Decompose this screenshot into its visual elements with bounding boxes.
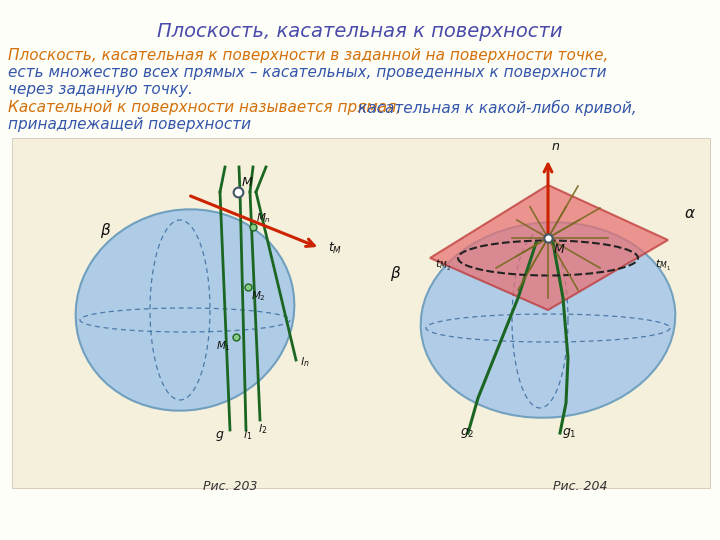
Text: $t_{M_2}$: $t_{M_2}$ bbox=[435, 258, 451, 273]
Text: $l_1$: $l_1$ bbox=[243, 428, 252, 442]
Text: касательная к какой-либо кривой,: касательная к какой-либо кривой, bbox=[358, 100, 636, 116]
Text: $M_1$: $M_1$ bbox=[216, 339, 231, 353]
Text: есть множество всех прямых – касательных, проведенных к поверхности: есть множество всех прямых – касательных… bbox=[8, 65, 606, 80]
Ellipse shape bbox=[76, 210, 294, 411]
Text: Рис. 204: Рис. 204 bbox=[553, 480, 607, 493]
Polygon shape bbox=[430, 185, 668, 310]
Text: $l_2$: $l_2$ bbox=[258, 422, 267, 436]
Text: β: β bbox=[100, 223, 109, 238]
Text: n: n bbox=[552, 140, 560, 153]
Text: g: g bbox=[216, 428, 224, 441]
Text: Касательной к поверхности называется прямая,: Касательной к поверхности называется пря… bbox=[8, 100, 401, 115]
Text: α: α bbox=[685, 206, 695, 221]
Ellipse shape bbox=[420, 222, 675, 418]
Text: $l_n$: $l_n$ bbox=[300, 355, 310, 369]
Text: через заданную точку.: через заданную точку. bbox=[8, 82, 193, 97]
Text: Плоскость, касательная к поверхности: Плоскость, касательная к поверхности bbox=[157, 22, 563, 41]
Text: M: M bbox=[242, 176, 253, 189]
Text: β: β bbox=[390, 266, 400, 281]
Text: $t_M$: $t_M$ bbox=[328, 240, 342, 255]
Text: $M_2$: $M_2$ bbox=[251, 289, 266, 303]
Text: Плоскость, касательная к поверхности в заданной на поверхности точке,: Плоскость, касательная к поверхности в з… bbox=[8, 48, 608, 63]
Text: принадлежащей поверхности: принадлежащей поверхности bbox=[8, 117, 251, 132]
Text: Рис. 203: Рис. 203 bbox=[203, 480, 257, 493]
Text: $g_1$: $g_1$ bbox=[562, 426, 577, 440]
Text: $M_n$: $M_n$ bbox=[256, 211, 271, 225]
FancyBboxPatch shape bbox=[12, 138, 710, 488]
Text: M: M bbox=[554, 243, 564, 256]
Text: $g_2$: $g_2$ bbox=[460, 426, 474, 440]
Text: $t_{M_1}$: $t_{M_1}$ bbox=[655, 258, 671, 273]
